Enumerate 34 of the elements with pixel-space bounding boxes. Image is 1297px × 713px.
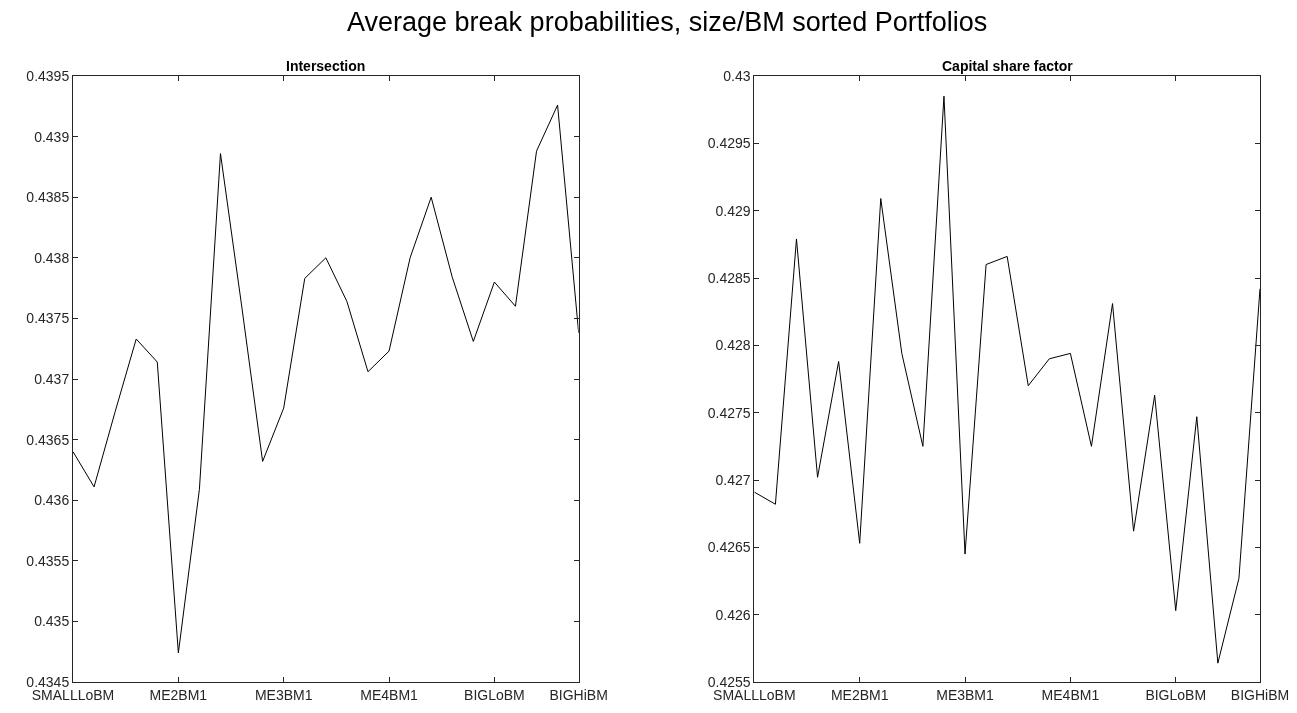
y-tick-label: 0.4295 [707,135,751,152]
x-tick-label: BIGHiBM [549,686,608,703]
y-tick-label: 0.436 [34,492,70,509]
y-tick-label: 0.437 [34,370,70,387]
line-series [754,95,1260,664]
x-tick-label: ME2BM1 [149,686,208,703]
x-tick-label: ME4BM1 [360,686,419,703]
x-tick-label: ME3BM1 [254,686,313,703]
y-tick-label: 0.435 [34,613,70,630]
y-tick-label: 0.4285 [707,269,751,286]
x-tick-label: ME4BM1 [1041,686,1100,703]
y-tick-label: 0.429 [715,202,751,219]
y-tick-label: 0.439 [34,128,70,145]
y-tick-label: 0.427 [715,471,751,488]
y-tick-label: 0.438 [34,249,70,266]
y-tick-label: 0.4395 [26,67,70,84]
y-tick-label: 0.4385 [26,189,70,206]
y-tick-label: 0.428 [715,337,751,354]
x-tick-label: BIGLoBM [1145,686,1207,703]
chart-title: Intersection [286,58,366,74]
y-tick-label: 0.4275 [707,404,751,421]
y-tick-label: 0.4375 [26,310,70,327]
chart-title: Capital share factor [942,58,1074,74]
x-tick-label: ME3BM1 [936,686,995,703]
y-tick-label: 0.4365 [26,431,70,448]
y-tick-label: 0.4355 [26,552,70,569]
y-tick-label: 0.4265 [707,539,751,556]
y-tick-label: 0.426 [715,606,751,623]
line-series [73,104,579,654]
x-tick-label: BIGLoBM [464,686,525,703]
text: Average break probabilities, size/BM sorted Portfolios [347,7,988,37]
x-tick-label: BIGHiBM [1230,686,1290,703]
x-tick-label: ME2BM1 [830,686,889,703]
y-tick-label: 0.43 [723,67,751,84]
